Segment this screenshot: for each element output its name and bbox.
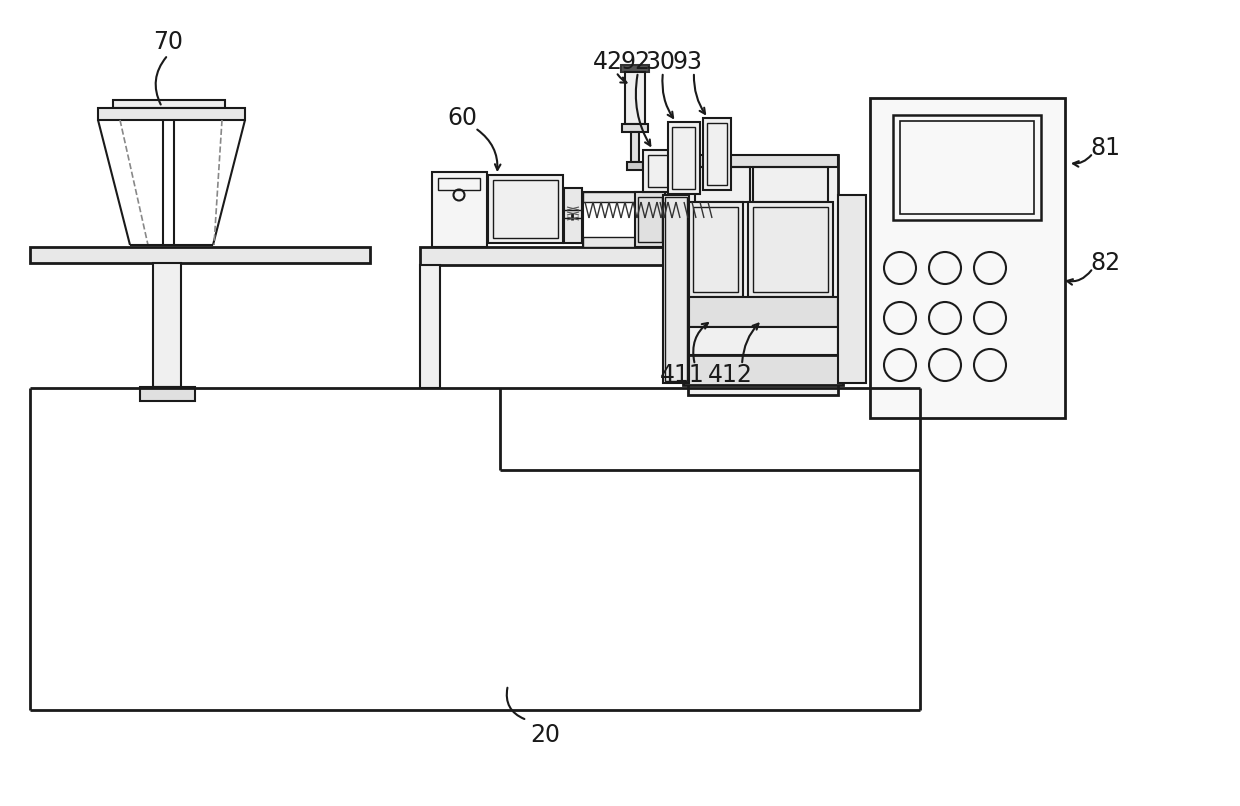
Bar (683, 355, 843, 385)
Bar (113, 100, 224, 108)
Bar (688, 297, 838, 327)
Bar (98, 108, 246, 120)
Bar (663, 195, 689, 383)
Bar (703, 118, 732, 190)
Bar (627, 162, 644, 170)
Text: 42: 42 (593, 50, 622, 74)
Bar (583, 237, 681, 247)
Text: 411: 411 (660, 363, 704, 387)
Bar (30, 247, 370, 263)
FancyArrowPatch shape (618, 74, 626, 83)
Bar (707, 123, 727, 185)
Bar (688, 155, 838, 395)
Bar (900, 121, 1034, 214)
Bar (753, 207, 828, 292)
FancyArrowPatch shape (693, 323, 708, 362)
Text: 93: 93 (673, 50, 703, 74)
Bar (631, 132, 639, 162)
Bar (838, 195, 866, 383)
Bar (635, 192, 665, 247)
FancyArrowPatch shape (694, 75, 706, 114)
Bar (564, 188, 582, 243)
Bar (688, 327, 838, 355)
Text: 30: 30 (645, 50, 675, 74)
FancyArrowPatch shape (636, 75, 650, 146)
FancyArrowPatch shape (662, 75, 673, 118)
Bar (489, 175, 563, 243)
FancyArrowPatch shape (477, 130, 501, 170)
Bar (688, 202, 743, 297)
FancyArrowPatch shape (156, 57, 166, 105)
Bar (644, 150, 683, 192)
Bar (693, 207, 738, 292)
Text: 92: 92 (621, 50, 651, 74)
FancyArrowPatch shape (1073, 155, 1091, 167)
Bar (621, 65, 649, 72)
Bar (622, 124, 649, 132)
Bar (870, 98, 1065, 418)
Bar (438, 178, 480, 190)
Bar (748, 202, 833, 297)
Text: 70: 70 (153, 30, 184, 54)
Bar (694, 167, 750, 202)
Bar (753, 167, 828, 202)
Bar (140, 387, 195, 401)
Bar (893, 115, 1042, 220)
Bar (420, 265, 440, 388)
Text: 412: 412 (708, 363, 753, 387)
Bar (494, 180, 558, 238)
Text: 60: 60 (446, 106, 477, 130)
Bar (639, 197, 662, 242)
Bar (672, 127, 694, 189)
Bar (625, 72, 645, 124)
Bar (432, 172, 487, 247)
Text: 82: 82 (1090, 251, 1120, 275)
Bar (583, 192, 681, 202)
FancyArrowPatch shape (1066, 270, 1091, 285)
Bar (649, 155, 678, 187)
FancyArrowPatch shape (743, 324, 759, 362)
FancyArrowPatch shape (507, 688, 525, 719)
Text: 81: 81 (1090, 136, 1120, 160)
Bar (153, 263, 181, 387)
Bar (583, 192, 681, 247)
Text: 20: 20 (529, 723, 560, 747)
Bar (665, 197, 687, 381)
Bar (688, 155, 838, 167)
Bar (668, 122, 701, 194)
Bar (420, 247, 839, 265)
